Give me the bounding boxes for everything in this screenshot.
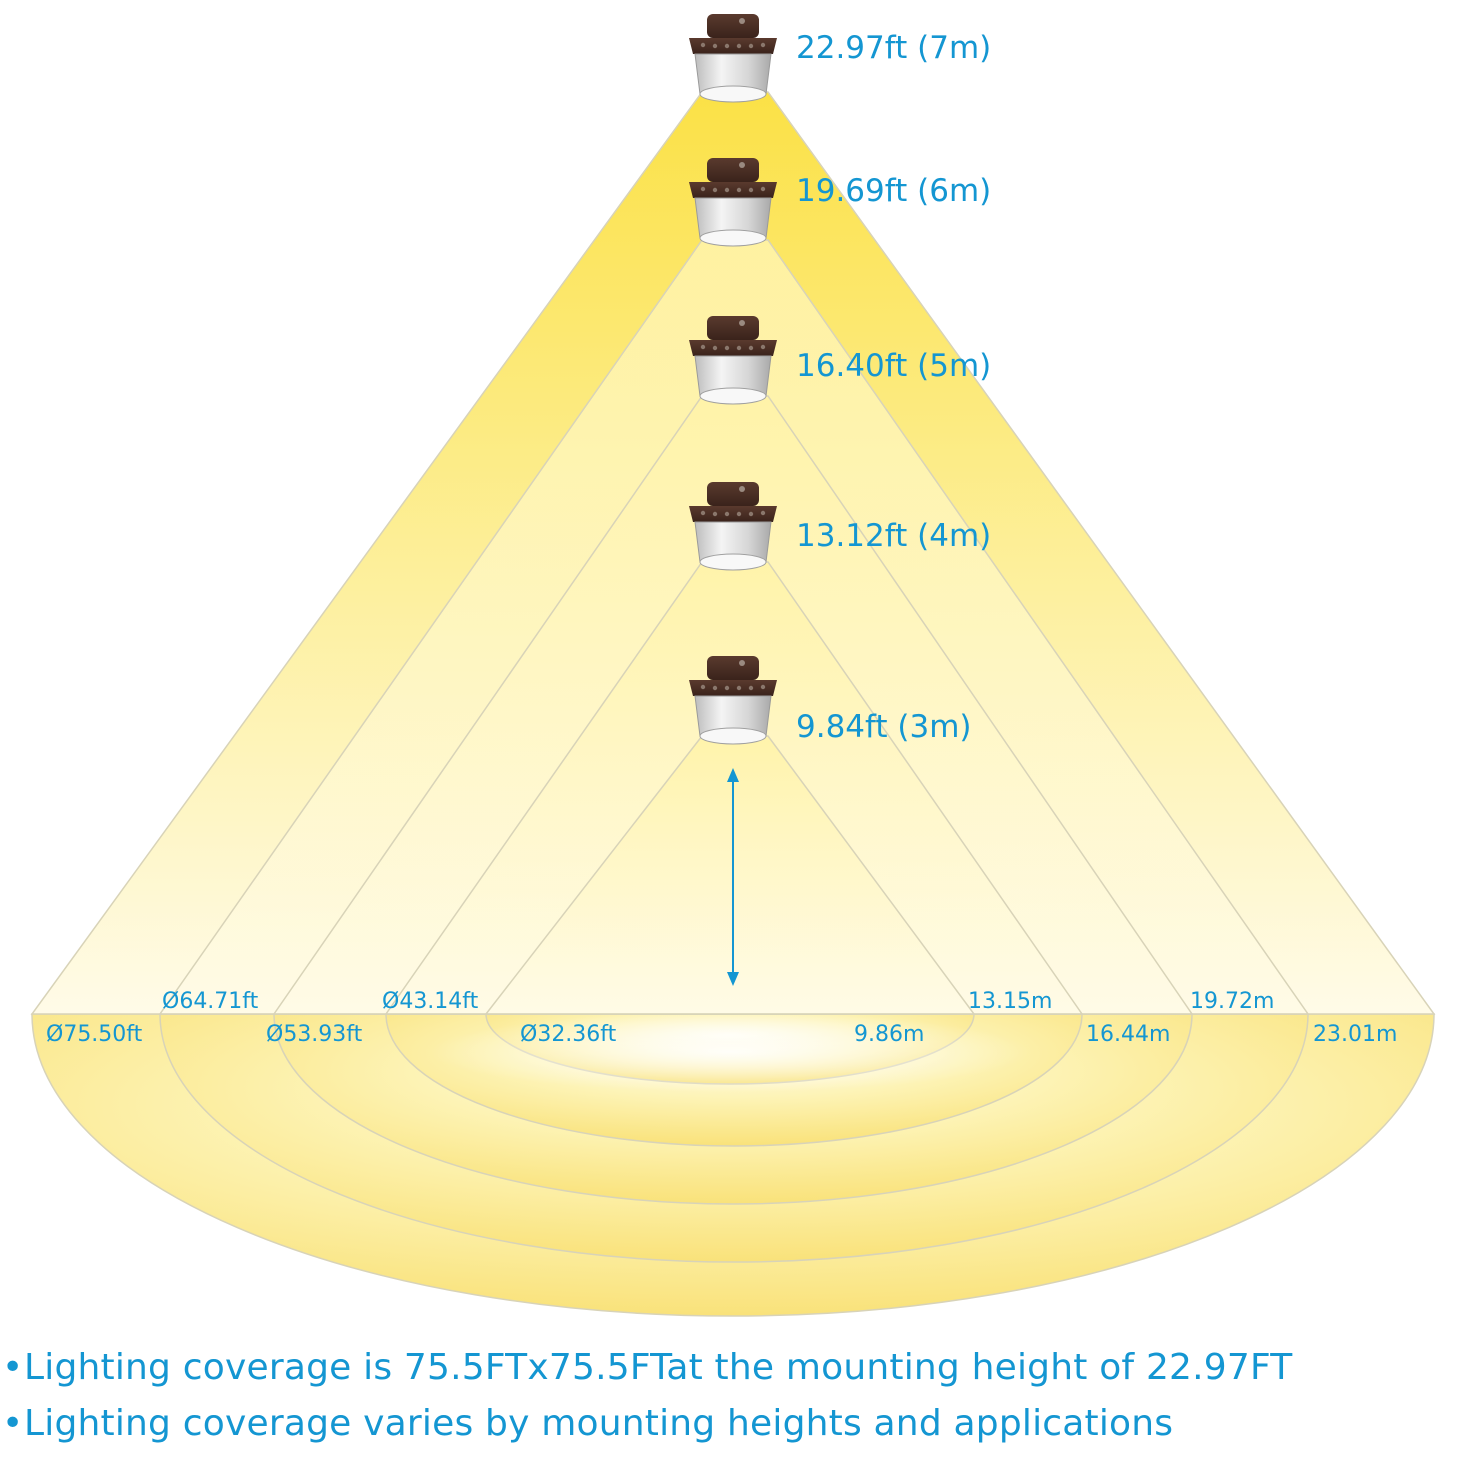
note-text: Lighting coverage varies by mounting hei… [24,1403,1174,1444]
height-label-5m: 16.40ft (5m) [796,348,991,384]
radius-label-5m: 16.44m [1086,1022,1170,1047]
radius-label-7m: 23.01m [1313,1022,1397,1047]
coverage-notes: • Lighting coverage is 75.5FTx75.5FTat t… [0,1340,1468,1452]
height-label-4m: 13.12ft (4m) [796,518,991,554]
radius-label-4m: 13.15m [968,989,1052,1014]
diameter-label-6m: Ø64.71ft [162,989,259,1014]
coverage-feet-labels: Ø75.50ft Ø64.71ft Ø53.93ft Ø43.14ft Ø32.… [46,989,617,1047]
floor-glow [430,1012,1030,1092]
lamp-icon [689,158,777,247]
note-item: • Lighting coverage is 75.5FTx75.5FTat t… [0,1340,1468,1396]
coverage-meter-labels: 23.01m 19.72m 16.44m 13.15m 9.86m [854,989,1397,1047]
diameter-label-4m: Ø43.14ft [382,989,479,1014]
note-item: • Lighting coverage varies by mounting h… [0,1396,1468,1452]
double-arrow-icon [727,768,739,986]
lamp-icon [689,482,777,571]
height-label-3m: 9.84ft (3m) [796,709,972,745]
radius-label-3m: 9.86m [854,1022,924,1047]
height-label-7m: 22.97ft (7m) [796,30,991,66]
bullet: • [2,1347,24,1388]
note-text: Lighting coverage is 75.5FTx75.5FTat the… [24,1347,1293,1388]
bullet: • [2,1403,24,1444]
diameter-label-3m: Ø32.36ft [520,1022,617,1047]
coverage-illustration: 22.97ft (7m) 19.69ft (6m) 16.40ft (5m) 1… [30,14,1436,1317]
radius-label-6m: 19.72m [1190,989,1274,1014]
height-label-6m: 19.69ft (6m) [796,173,991,209]
lamp-icon [689,14,777,103]
diameter-label-7m: Ø75.50ft [46,1022,143,1047]
lamp-icon [689,656,777,745]
height-labels: 22.97ft (7m) 19.69ft (6m) 16.40ft (5m) 1… [796,30,991,745]
lamp-fixtures [689,14,777,745]
floor-areas [31,1012,1435,1317]
diameter-label-5m: Ø53.93ft [266,1022,363,1047]
lamp-icon [689,316,777,405]
